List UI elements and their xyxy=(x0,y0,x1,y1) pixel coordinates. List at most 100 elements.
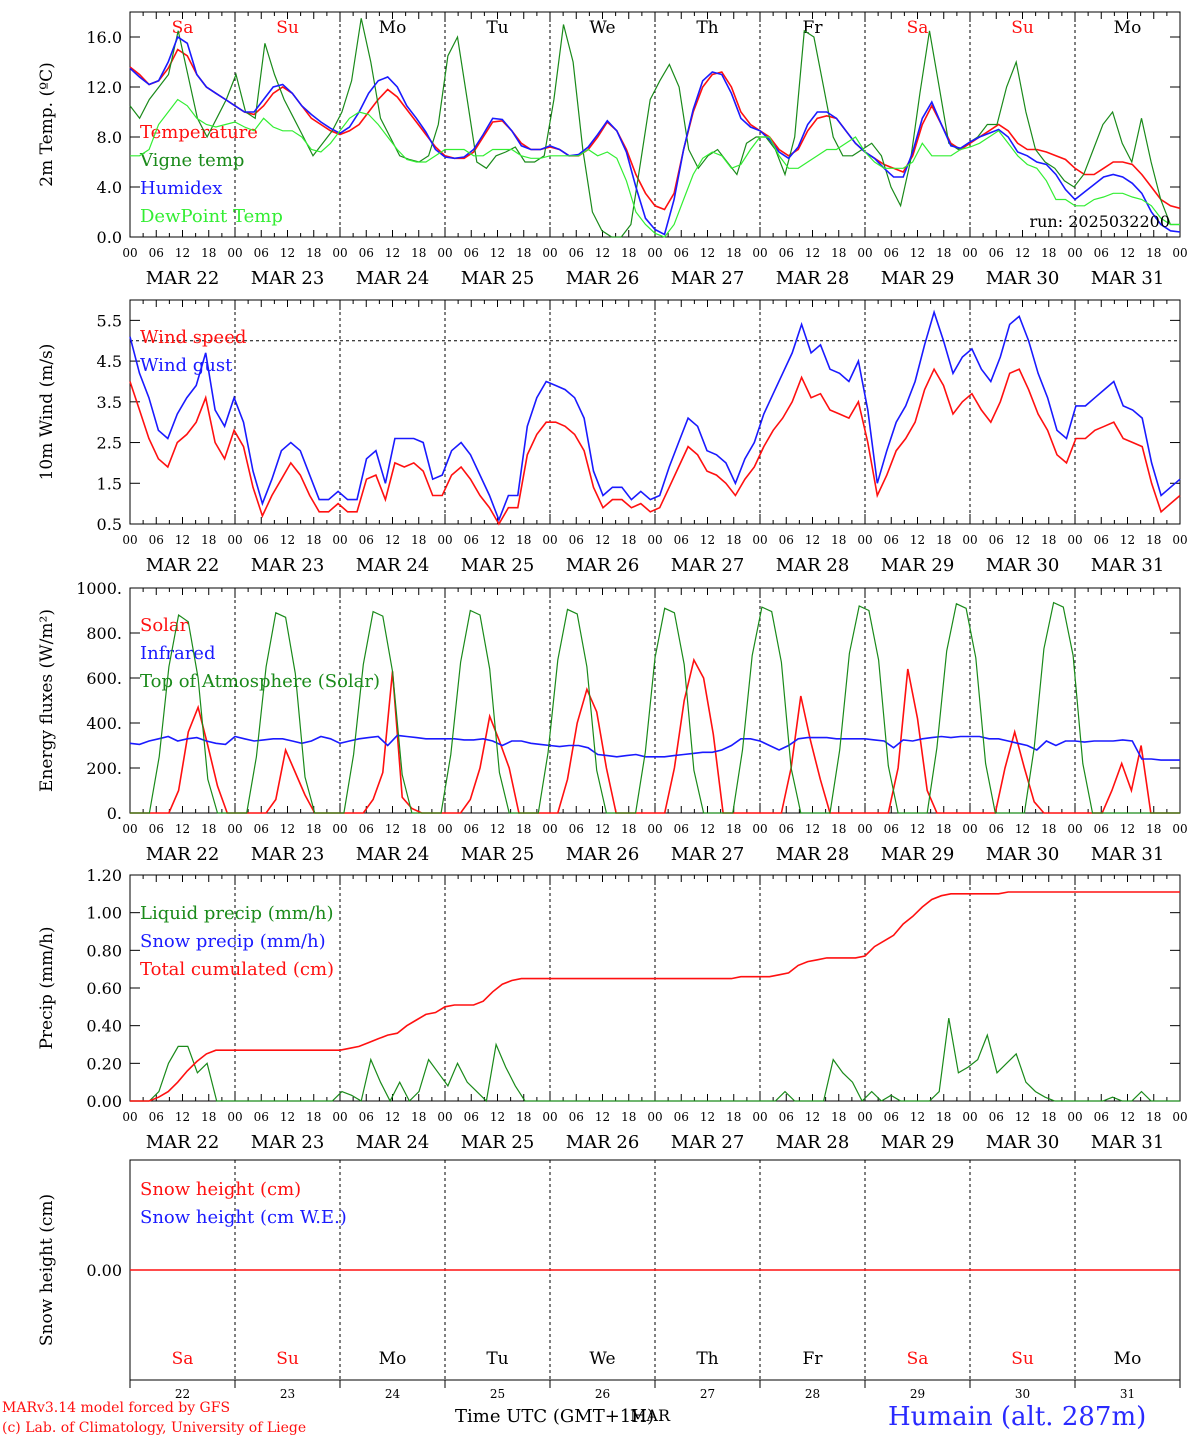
hour-label: 00 xyxy=(542,533,557,547)
date-label: MAR 27 xyxy=(671,1132,745,1153)
hour-label: 00 xyxy=(1172,1110,1187,1124)
hour-label: 06 xyxy=(884,246,899,260)
date-label: MAR 29 xyxy=(881,844,955,865)
hour-label: 18 xyxy=(411,1110,426,1124)
hour-label: 18 xyxy=(306,822,321,836)
date-label: MAR 28 xyxy=(776,555,850,576)
date-label: MAR 31 xyxy=(1091,844,1165,865)
y-tick-label: 200. xyxy=(86,759,122,778)
hour-label: 00 xyxy=(122,1110,137,1124)
hour-label: 12 xyxy=(175,533,190,547)
hour-label: 18 xyxy=(936,1110,951,1124)
date-label: MAR 25 xyxy=(461,555,535,576)
run-annotation: run: 2025032200 xyxy=(1029,212,1170,231)
weekday-label: Fr xyxy=(803,18,824,38)
y-tick-label: 8.0 xyxy=(97,128,122,147)
hour-label: 00 xyxy=(752,533,767,547)
hour-label: 12 xyxy=(700,1110,715,1124)
hour-label: 18 xyxy=(936,246,951,260)
y-axis-label: Precip (mm/h) xyxy=(37,926,57,1049)
hour-label: 06 xyxy=(149,1110,164,1124)
hour-label: 06 xyxy=(674,533,689,547)
y-tick-label: 1.5 xyxy=(97,474,122,493)
hour-label: 18 xyxy=(1041,1110,1056,1124)
hour-label: 06 xyxy=(254,1110,269,1124)
hour-label: 12 xyxy=(490,822,505,836)
weekday-label: Sa xyxy=(907,18,929,38)
hour-label: 00 xyxy=(857,1110,872,1124)
legend-entry: Wind gust xyxy=(140,355,233,376)
hour-label: 12 xyxy=(595,533,610,547)
date-label: MAR 24 xyxy=(356,844,430,865)
hour-label: 12 xyxy=(805,533,820,547)
hour-label: 18 xyxy=(621,1110,636,1124)
hour-label: 00 xyxy=(647,1110,662,1124)
hour-label: 18 xyxy=(411,822,426,836)
date-label: MAR 30 xyxy=(986,268,1060,289)
day-number-label: 24 xyxy=(385,1387,401,1401)
hour-label: 06 xyxy=(359,533,374,547)
hour-label: 06 xyxy=(464,533,479,547)
date-label: MAR 23 xyxy=(251,268,325,289)
y-tick-label: 1000. xyxy=(76,579,122,598)
hour-label: 12 xyxy=(910,822,925,836)
date-label: MAR 29 xyxy=(881,555,955,576)
hour-label: 18 xyxy=(516,822,531,836)
hour-label: 06 xyxy=(569,1110,584,1124)
y-tick-label: 0.20 xyxy=(86,1054,122,1073)
series-line-4-3 xyxy=(130,891,1180,1102)
model-credit: MARv3.14 model forced by GFS xyxy=(2,1400,231,1416)
hour-label: 00 xyxy=(1067,822,1082,836)
weekday-label: Mo xyxy=(379,1349,407,1369)
hour-label: 06 xyxy=(359,246,374,260)
y-tick-label: 0.40 xyxy=(86,1017,122,1036)
hour-label: 18 xyxy=(831,1110,846,1124)
hour-label: 06 xyxy=(884,1110,899,1124)
hour-label: 00 xyxy=(227,246,242,260)
day-number-label: 22 xyxy=(175,1387,190,1401)
y-tick-label: 16.0 xyxy=(86,28,122,47)
date-label: MAR 25 xyxy=(461,1132,535,1153)
hour-label: 00 xyxy=(332,1110,347,1124)
y-tick-label: 4.5 xyxy=(97,352,122,371)
date-label: MAR 22 xyxy=(146,268,220,289)
weekday-label: Su xyxy=(276,1349,299,1369)
date-label: MAR 30 xyxy=(986,844,1060,865)
plot-frame xyxy=(129,587,1181,814)
weekday-label: We xyxy=(589,1349,615,1369)
date-label: MAR 24 xyxy=(356,268,430,289)
date-label: MAR 24 xyxy=(356,1132,430,1153)
hour-label: 12 xyxy=(700,822,715,836)
hour-label: 18 xyxy=(1146,1110,1161,1124)
date-label: MAR 31 xyxy=(1091,268,1165,289)
hour-label: 00 xyxy=(647,533,662,547)
hour-label: 06 xyxy=(149,533,164,547)
hour-label: 12 xyxy=(910,1110,925,1124)
hour-label: 12 xyxy=(385,822,400,836)
y-tick-label: 5.5 xyxy=(97,311,122,330)
day-number-label: 25 xyxy=(490,1387,505,1401)
day-number-label: 23 xyxy=(280,1387,295,1401)
y-tick-label: 0.00 xyxy=(86,1092,122,1111)
hour-label: 00 xyxy=(1067,1110,1082,1124)
hour-label: 00 xyxy=(857,533,872,547)
hour-label: 18 xyxy=(1146,246,1161,260)
series-line-3-2 xyxy=(129,734,1180,761)
hour-label: 18 xyxy=(936,822,951,836)
hour-label: 12 xyxy=(1015,1110,1030,1124)
date-label: MAR 29 xyxy=(881,1132,955,1153)
hour-label: 12 xyxy=(1015,822,1030,836)
panel-3: 0. 200. 400. 600. 800. 1000. Energy fluxes (W/… xyxy=(37,579,1188,865)
date-label: MAR 30 xyxy=(986,1132,1060,1153)
legend-entry: Vigne temp xyxy=(139,150,244,171)
weekday-label: Th xyxy=(696,18,718,38)
weekday-label: Tu xyxy=(486,1349,508,1369)
series-line-1-2 xyxy=(129,18,1180,238)
hour-label: 12 xyxy=(700,533,715,547)
hour-label: 00 xyxy=(542,822,557,836)
weekday-label: Sa xyxy=(172,1349,194,1369)
date-label: MAR 27 xyxy=(671,844,745,865)
day-number-label: 26 xyxy=(595,1387,610,1401)
hour-label: 18 xyxy=(726,533,741,547)
